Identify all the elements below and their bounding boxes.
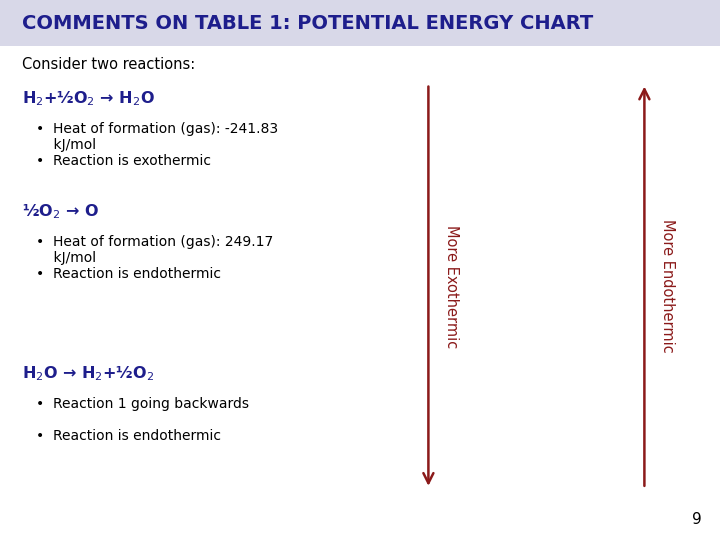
Text: 9: 9 [692,511,702,526]
Text: More Exothermic: More Exothermic [444,225,459,348]
Text: •  Heat of formation (gas): -241.83
    kJ/mol: • Heat of formation (gas): -241.83 kJ/mo… [36,122,278,152]
Text: H$_2$O → H$_2$+½O$_2$: H$_2$O → H$_2$+½O$_2$ [22,364,153,383]
Text: •  Reaction is endothermic: • Reaction is endothermic [36,267,221,281]
Text: COMMENTS ON TABLE 1: POTENTIAL ENERGY CHART: COMMENTS ON TABLE 1: POTENTIAL ENERGY CH… [22,14,593,33]
Text: •  Reaction 1 going backwards: • Reaction 1 going backwards [36,397,249,411]
Text: •  Reaction is exothermic: • Reaction is exothermic [36,154,211,168]
Text: •  Heat of formation (gas): 249.17
    kJ/mol: • Heat of formation (gas): 249.17 kJ/mol [36,235,274,265]
Text: More Endothermic: More Endothermic [660,219,675,353]
Text: ½O$_2$ → O: ½O$_2$ → O [22,202,99,221]
Bar [0,0,720,46]
Text: H$_2$+½O$_2$ → H$_2$O: H$_2$+½O$_2$ → H$_2$O [22,89,155,108]
Text: Consider two reactions:: Consider two reactions: [22,57,195,72]
Text: •  Reaction is endothermic: • Reaction is endothermic [36,429,221,443]
